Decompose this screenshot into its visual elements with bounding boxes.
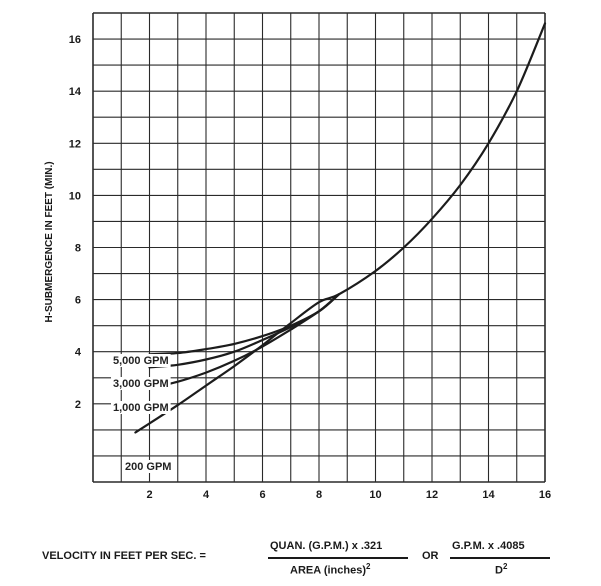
y-axis-label: H-SUBMERGENCE IN FEET (MIN.) bbox=[44, 161, 55, 322]
y-tick-label: 4 bbox=[75, 347, 82, 359]
fraction-bar-1 bbox=[268, 557, 408, 559]
series-label-bg bbox=[111, 354, 171, 367]
velocity-formula: VELOCITY IN FEET PER SEC. = QUAN. (G.P.M… bbox=[0, 520, 601, 586]
x-axis-ticks: 2 4 6 8 10 12 14 16 bbox=[146, 489, 551, 501]
x-tick-label: 14 bbox=[482, 489, 495, 501]
formula-lead: VELOCITY IN FEET PER SEC. = bbox=[42, 550, 206, 562]
curve-5-000-gpm bbox=[148, 293, 340, 356]
series-label-bg bbox=[111, 377, 171, 390]
chart-curves bbox=[134, 22, 547, 434]
formula-or: OR bbox=[422, 550, 439, 562]
series-label-bg bbox=[123, 460, 174, 473]
series-label-3-000-gpm: 3,000 GPM bbox=[113, 378, 169, 390]
formula-denominator-1: AREA (inches)2 bbox=[290, 562, 371, 577]
x-tick-label: 4 bbox=[203, 489, 210, 501]
x-tick-label: 2 bbox=[146, 489, 152, 501]
formula-denominator-2: D2 bbox=[495, 562, 508, 577]
y-tick-label: 16 bbox=[69, 34, 81, 46]
y-tick-label: 8 bbox=[75, 243, 81, 255]
y-tick-label: 6 bbox=[75, 295, 81, 307]
fraction-bar-2 bbox=[450, 557, 550, 559]
series-labels: 200 GPM 1,000 GPM 3,000 GPM 5,000 GPM bbox=[111, 354, 174, 473]
series-label-200-gpm: 200 GPM bbox=[125, 461, 171, 473]
series-label-5-000-gpm: 5,000 GPM bbox=[113, 355, 169, 367]
x-tick-label: 8 bbox=[316, 489, 322, 501]
y-tick-label: 2 bbox=[75, 399, 81, 411]
series-label-1-000-gpm: 1,000 GPM bbox=[113, 402, 169, 414]
x-tick-label: 10 bbox=[369, 489, 381, 501]
formula-numerator-1: QUAN. (G.P.M.) x .321 bbox=[270, 540, 383, 552]
y-tick-label: 14 bbox=[69, 86, 82, 98]
y-tick-label: 12 bbox=[69, 138, 81, 150]
x-tick-label: 12 bbox=[426, 489, 438, 501]
chart-grid bbox=[92, 12, 546, 483]
curve-200-gpm bbox=[134, 22, 547, 434]
submergence-chart: 2 4 6 8 10 12 14 16 2 4 6 8 10 12 14 16 200 GPM 1,000 G… bbox=[44, 12, 551, 501]
y-axis-ticks: 2 4 6 8 10 12 14 16 bbox=[69, 34, 82, 411]
x-tick-label: 6 bbox=[259, 489, 265, 501]
formula-numerator-2: G.P.M. x .4085 bbox=[452, 540, 525, 552]
y-tick-label: 10 bbox=[69, 190, 81, 202]
series-label-bg bbox=[111, 401, 171, 414]
x-tick-label: 16 bbox=[539, 489, 551, 501]
